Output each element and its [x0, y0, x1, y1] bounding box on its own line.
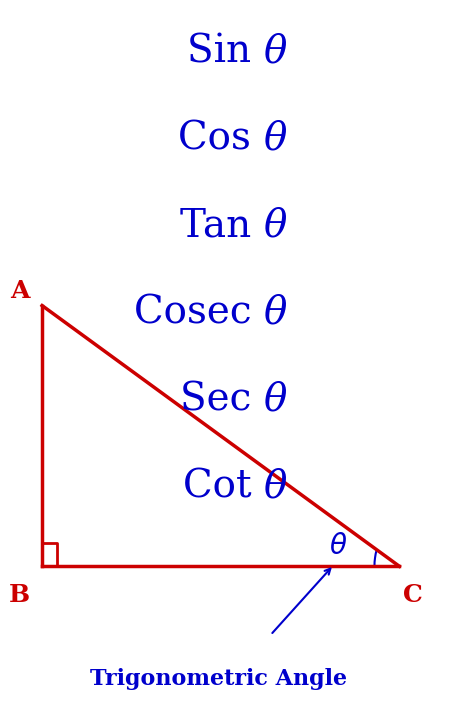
Text: Cosec: Cosec: [134, 294, 264, 332]
Text: θ: θ: [264, 33, 287, 71]
Text: Sin: Sin: [187, 33, 264, 71]
Text: θ: θ: [264, 207, 287, 244]
Text: C: C: [403, 583, 423, 607]
Text: $\theta$: $\theta$: [329, 532, 348, 560]
Text: Cos: Cos: [178, 121, 264, 158]
Text: Trigonometric Angle: Trigonometric Angle: [90, 667, 347, 689]
Text: θ: θ: [264, 121, 287, 158]
Text: θ: θ: [264, 294, 287, 332]
Text: θ: θ: [264, 468, 287, 505]
Text: Tan: Tan: [180, 207, 264, 244]
Text: θ: θ: [264, 381, 287, 418]
Text: Cot: Cot: [182, 468, 264, 505]
Text: B: B: [9, 583, 30, 607]
Text: A: A: [10, 279, 29, 303]
Text: Sec: Sec: [180, 381, 264, 418]
